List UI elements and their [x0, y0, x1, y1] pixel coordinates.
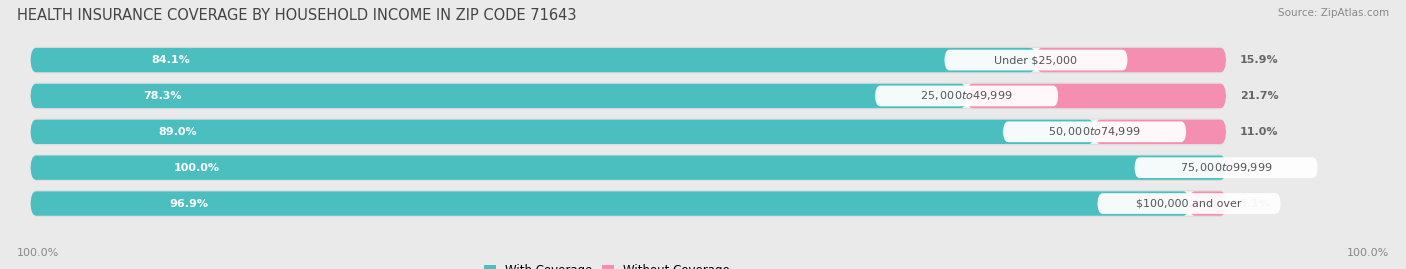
FancyBboxPatch shape: [31, 119, 1226, 145]
Text: 0.0%: 0.0%: [1240, 163, 1270, 173]
Text: 96.9%: 96.9%: [170, 199, 208, 208]
FancyBboxPatch shape: [31, 120, 1226, 144]
FancyBboxPatch shape: [1094, 120, 1226, 144]
Text: $25,000 to $49,999: $25,000 to $49,999: [921, 90, 1012, 102]
FancyBboxPatch shape: [945, 50, 1128, 70]
Text: Source: ZipAtlas.com: Source: ZipAtlas.com: [1278, 8, 1389, 18]
FancyBboxPatch shape: [31, 47, 1226, 73]
Text: 15.9%: 15.9%: [1240, 55, 1278, 65]
Text: 78.3%: 78.3%: [143, 91, 181, 101]
Text: 100.0%: 100.0%: [174, 163, 219, 173]
Legend: With Coverage, Without Coverage: With Coverage, Without Coverage: [484, 264, 730, 269]
FancyBboxPatch shape: [31, 48, 1226, 72]
Text: Under $25,000: Under $25,000: [994, 55, 1077, 65]
FancyBboxPatch shape: [31, 84, 1226, 108]
Text: 3.1%: 3.1%: [1240, 199, 1271, 208]
FancyBboxPatch shape: [31, 120, 1094, 144]
Text: 11.0%: 11.0%: [1240, 127, 1278, 137]
Text: $50,000 to $74,999: $50,000 to $74,999: [1049, 125, 1140, 138]
FancyBboxPatch shape: [1002, 121, 1187, 142]
FancyBboxPatch shape: [31, 154, 1226, 181]
Text: 89.0%: 89.0%: [157, 127, 197, 137]
FancyBboxPatch shape: [31, 83, 1226, 109]
Text: $75,000 to $99,999: $75,000 to $99,999: [1180, 161, 1272, 174]
FancyBboxPatch shape: [1135, 157, 1317, 178]
Text: 84.1%: 84.1%: [150, 55, 190, 65]
FancyBboxPatch shape: [1097, 193, 1281, 214]
Text: 100.0%: 100.0%: [17, 248, 59, 258]
Text: $100,000 and over: $100,000 and over: [1136, 199, 1241, 208]
FancyBboxPatch shape: [31, 48, 1036, 72]
Text: 21.7%: 21.7%: [1240, 91, 1278, 101]
FancyBboxPatch shape: [967, 84, 1226, 108]
FancyBboxPatch shape: [1189, 191, 1226, 216]
FancyBboxPatch shape: [31, 190, 1226, 217]
Text: HEALTH INSURANCE COVERAGE BY HOUSEHOLD INCOME IN ZIP CODE 71643: HEALTH INSURANCE COVERAGE BY HOUSEHOLD I…: [17, 8, 576, 23]
FancyBboxPatch shape: [875, 86, 1059, 106]
FancyBboxPatch shape: [1036, 48, 1226, 72]
Text: 100.0%: 100.0%: [1347, 248, 1389, 258]
FancyBboxPatch shape: [31, 84, 967, 108]
FancyBboxPatch shape: [31, 191, 1226, 216]
FancyBboxPatch shape: [31, 191, 1189, 216]
FancyBboxPatch shape: [31, 155, 1226, 180]
FancyBboxPatch shape: [31, 155, 1226, 180]
